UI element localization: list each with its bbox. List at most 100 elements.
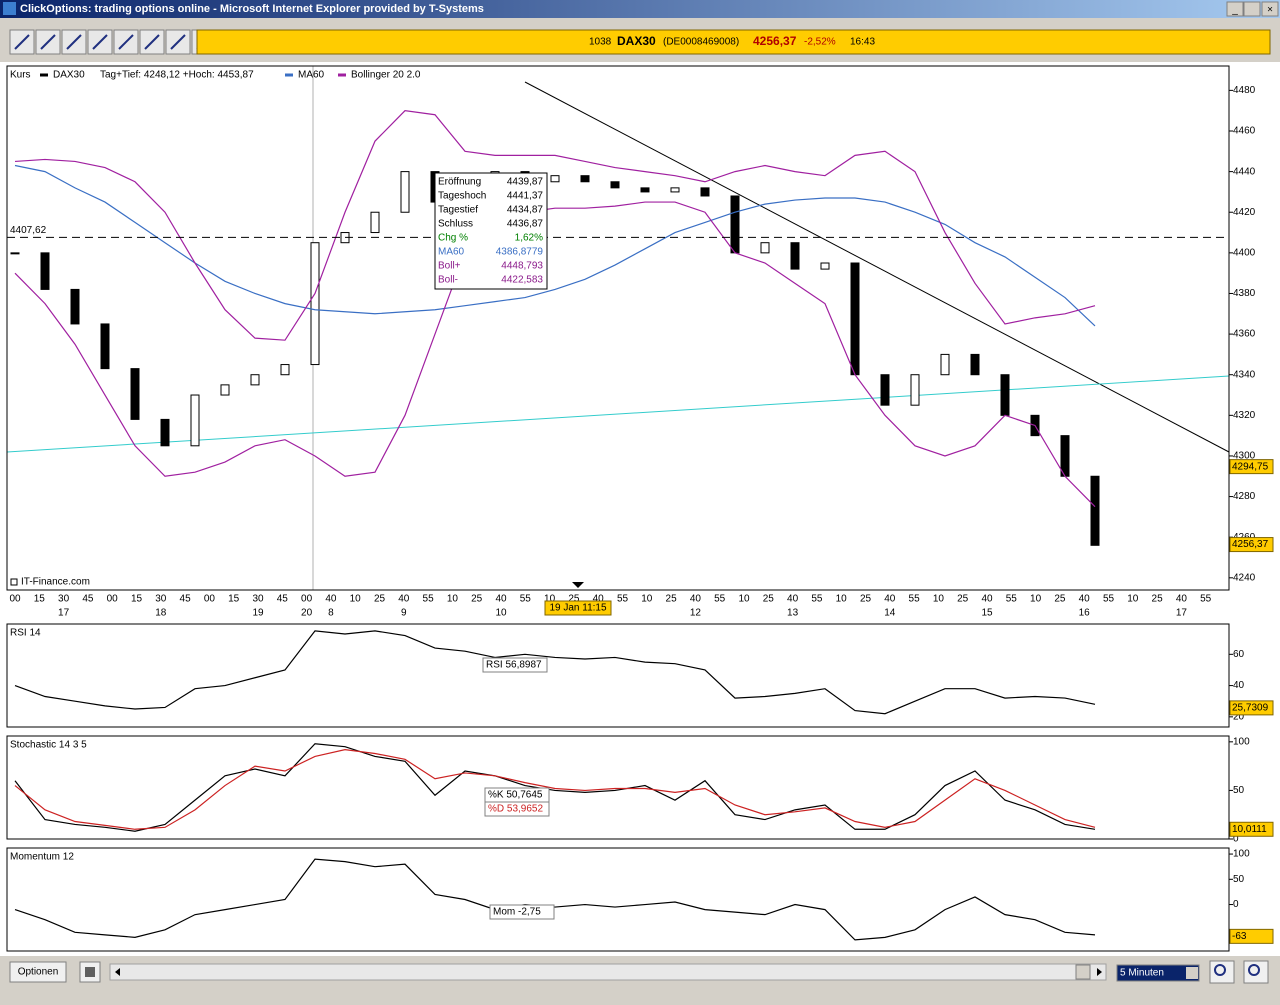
legend-range: Tag+Tief: 4248,12 +Hoch: 4453,87 bbox=[100, 70, 254, 81]
value-badge bbox=[1229, 537, 1274, 553]
x-day-label: 13 bbox=[787, 608, 799, 619]
readout-box bbox=[482, 657, 548, 673]
candle bbox=[70, 288, 80, 325]
candle bbox=[160, 418, 170, 447]
cursor-label-box bbox=[544, 600, 612, 616]
interval-select[interactable] bbox=[1116, 964, 1200, 982]
y-tick-label: 4300 bbox=[1233, 451, 1256, 462]
x-day-label: 18 bbox=[155, 608, 167, 619]
x-day-label: 17 bbox=[1176, 608, 1188, 619]
x-tick-label: 45 bbox=[180, 594, 192, 605]
value-badge-label: -63 bbox=[1232, 931, 1247, 942]
panel-frame bbox=[6, 735, 1230, 840]
x-tick-label: 25 bbox=[666, 594, 678, 605]
x-day-label: 16 bbox=[1079, 608, 1091, 619]
value-badge-label: 4294,75 bbox=[1232, 461, 1269, 472]
bollinger-upper bbox=[14, 110, 1096, 341]
tooltip-value: 1,62% bbox=[515, 233, 543, 244]
y-tick-label: 4440 bbox=[1233, 166, 1256, 177]
x-tick-label: 10 bbox=[350, 594, 362, 605]
candle bbox=[730, 195, 740, 254]
options-button[interactable] bbox=[9, 961, 67, 983]
candle bbox=[550, 175, 560, 183]
minimize-button[interactable] bbox=[1226, 1, 1244, 17]
candle bbox=[850, 262, 860, 376]
indicator-line bbox=[14, 630, 1096, 715]
close-button[interactable] bbox=[1261, 1, 1279, 17]
tooltip-label: Schluss bbox=[438, 219, 473, 230]
x-tick-label: 10 bbox=[738, 594, 750, 605]
x-day-label: 8 bbox=[328, 608, 334, 619]
readout-box bbox=[489, 904, 555, 920]
x-tick-label: 40 bbox=[398, 594, 410, 605]
candle bbox=[970, 353, 980, 376]
x-tick-label: 10 bbox=[933, 594, 945, 605]
cursor-marker bbox=[572, 582, 584, 588]
x-tick-label: 10 bbox=[836, 594, 848, 605]
value-badge-label: 4256,37 bbox=[1232, 539, 1269, 550]
zoom-in-button[interactable] bbox=[1243, 960, 1269, 984]
tooltip-value: 4448,793 bbox=[501, 261, 543, 272]
candle bbox=[610, 181, 620, 189]
tooltip-label: MA60 bbox=[438, 247, 465, 258]
interval-label: 5 Minuten bbox=[1120, 968, 1164, 979]
maximize-button[interactable] bbox=[1243, 1, 1261, 17]
panel-frame bbox=[6, 847, 1230, 952]
quote-time: 16:43 bbox=[850, 37, 875, 48]
indicator-line bbox=[14, 858, 1096, 941]
x-tick-label: 25 bbox=[763, 594, 775, 605]
y-tick-label: 60 bbox=[1233, 649, 1245, 660]
x-tick-label: 30 bbox=[155, 594, 167, 605]
readout: RSI 56,8987 bbox=[486, 660, 542, 671]
tool-glyph bbox=[40, 34, 56, 50]
x-tick-label: 10 bbox=[641, 594, 653, 605]
x-day-label: 12 bbox=[690, 608, 702, 619]
x-tick-label: 25 bbox=[568, 594, 580, 605]
options-button-label: Optionen bbox=[18, 967, 59, 978]
y-tick-label: 4480 bbox=[1233, 85, 1256, 96]
scroll-thumb[interactable] bbox=[1075, 964, 1091, 980]
panel-title: RSI 14 bbox=[10, 628, 41, 639]
y-tick-label: 50 bbox=[1233, 785, 1245, 796]
candle bbox=[250, 374, 260, 386]
tooltip-label: Chg % bbox=[438, 233, 468, 244]
candle bbox=[100, 323, 110, 370]
candle bbox=[130, 368, 140, 420]
legend-label: MA60 bbox=[298, 70, 325, 81]
x-tick-label: 55 bbox=[909, 594, 921, 605]
scroll-right[interactable] bbox=[1097, 968, 1102, 976]
candle bbox=[370, 211, 380, 234]
tool-glyph bbox=[144, 34, 160, 50]
readout: %K 50,7645 bbox=[488, 790, 543, 801]
candle bbox=[1000, 374, 1010, 416]
x-tick-label: 00 bbox=[107, 594, 119, 605]
zoom-out-button[interactable] bbox=[1209, 960, 1235, 984]
x-tick-label: 55 bbox=[1103, 594, 1115, 605]
tool-glyph bbox=[118, 34, 134, 50]
candle bbox=[910, 374, 920, 406]
legend-label: DAX30 bbox=[53, 70, 85, 81]
candle bbox=[400, 171, 410, 213]
x-tick-label: 25 bbox=[374, 594, 386, 605]
y-tick-label: 4340 bbox=[1233, 369, 1256, 380]
reference-label: 4407,62 bbox=[10, 225, 47, 236]
scroll-left[interactable] bbox=[115, 968, 120, 976]
zoom-in-icon bbox=[1248, 964, 1260, 976]
indicator-line bbox=[14, 743, 1096, 832]
x-tick-label: 40 bbox=[325, 594, 337, 605]
quote-change: -2,52% bbox=[804, 37, 836, 48]
y-tick-label: 4240 bbox=[1233, 572, 1256, 583]
scrollbar[interactable] bbox=[109, 963, 1107, 981]
tool-button[interactable] bbox=[165, 29, 191, 55]
tooltip-value: 4422,583 bbox=[501, 275, 543, 286]
y-tick-label: 4460 bbox=[1233, 126, 1256, 137]
x-tick-label: 00 bbox=[9, 594, 21, 605]
candle bbox=[280, 364, 290, 376]
bollinger-lower bbox=[14, 201, 1096, 508]
x-tick-label: 25 bbox=[471, 594, 483, 605]
window-buttons[interactable]: _ × bbox=[1226, 1, 1279, 17]
x-tick-label: 40 bbox=[1079, 594, 1091, 605]
tooltip bbox=[434, 172, 548, 290]
x-tick-label: 15 bbox=[228, 594, 240, 605]
